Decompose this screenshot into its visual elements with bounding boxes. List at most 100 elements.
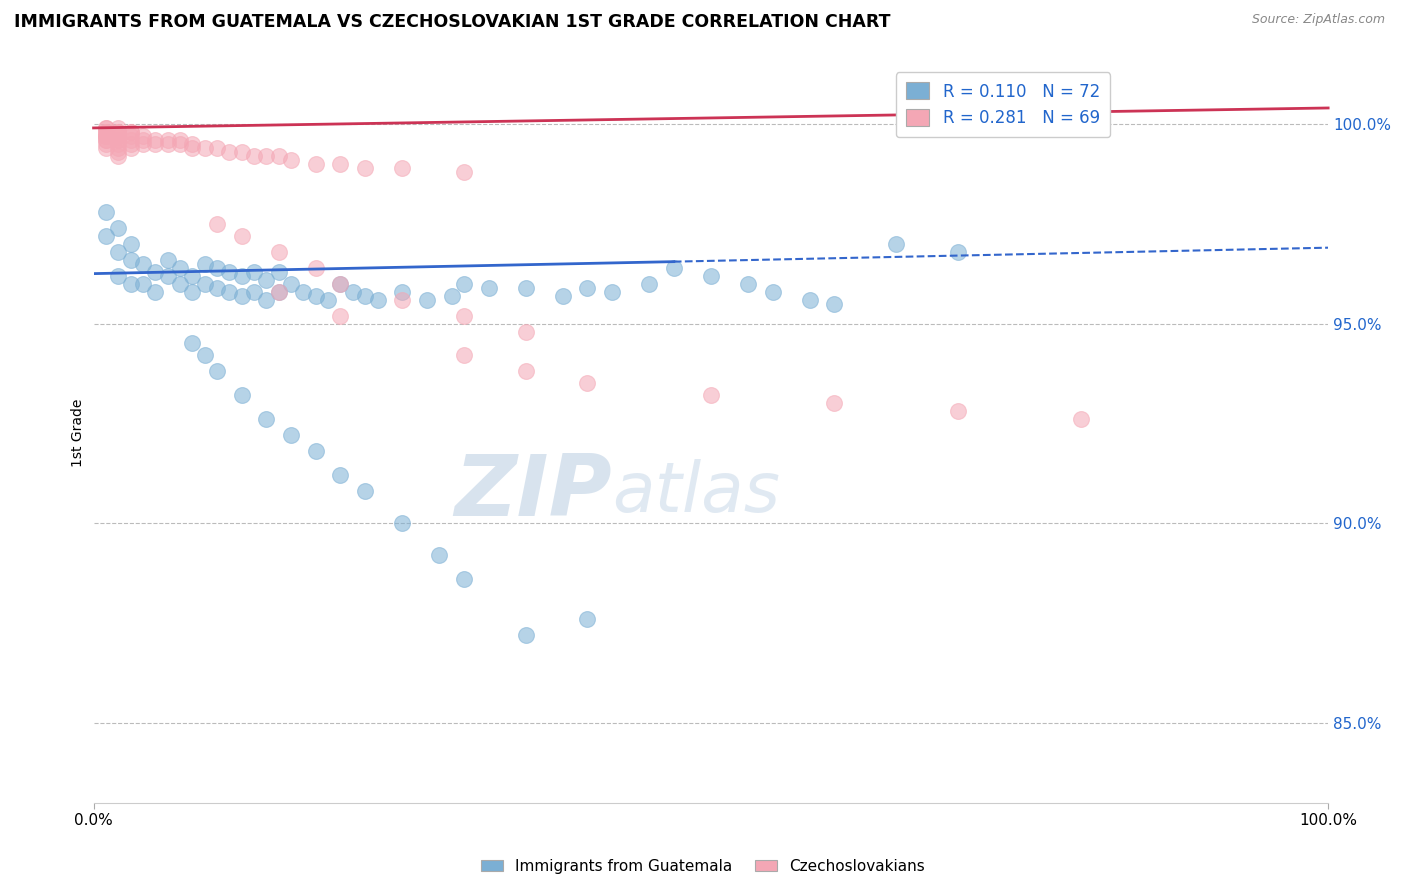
Text: atlas: atlas xyxy=(612,458,780,526)
Point xyxy=(107,128,129,143)
Point xyxy=(181,336,204,351)
Point xyxy=(181,285,204,299)
Point xyxy=(94,128,117,143)
Point xyxy=(205,280,228,294)
Point xyxy=(416,293,439,307)
Point xyxy=(156,268,179,283)
Point xyxy=(453,277,475,291)
Point xyxy=(305,260,328,275)
Point xyxy=(156,252,179,267)
Point xyxy=(107,128,129,143)
Point xyxy=(391,516,413,530)
Point xyxy=(143,285,166,299)
Point xyxy=(292,285,315,299)
Point xyxy=(823,396,845,410)
Point xyxy=(354,484,377,499)
Point xyxy=(132,128,155,143)
Point xyxy=(120,128,142,143)
Point xyxy=(600,285,623,299)
Point xyxy=(1070,412,1092,426)
Text: Source: ZipAtlas.com: Source: ZipAtlas.com xyxy=(1251,13,1385,27)
Point xyxy=(94,125,117,139)
Point xyxy=(254,272,277,286)
Point xyxy=(254,293,277,307)
Point xyxy=(576,612,599,626)
Point xyxy=(194,348,217,362)
Point xyxy=(156,136,179,151)
Point xyxy=(280,428,302,442)
Point xyxy=(107,125,129,139)
Point xyxy=(231,145,253,159)
Point xyxy=(391,293,413,307)
Point xyxy=(218,145,240,159)
Point xyxy=(453,348,475,362)
Point xyxy=(453,309,475,323)
Point xyxy=(515,325,537,339)
Point xyxy=(515,280,537,294)
Point xyxy=(427,548,450,562)
Point xyxy=(169,136,191,151)
Point xyxy=(231,228,253,243)
Point xyxy=(120,136,142,151)
Point xyxy=(143,265,166,279)
Point xyxy=(515,364,537,378)
Point xyxy=(205,260,228,275)
Point xyxy=(107,220,129,235)
Point xyxy=(391,285,413,299)
Legend: R = 0.110   N = 72, R = 0.281   N = 69: R = 0.110 N = 72, R = 0.281 N = 69 xyxy=(896,72,1109,137)
Point xyxy=(662,260,685,275)
Point xyxy=(367,293,389,307)
Point xyxy=(218,285,240,299)
Point xyxy=(305,288,328,302)
Point xyxy=(120,125,142,139)
Point xyxy=(143,136,166,151)
Point xyxy=(280,277,302,291)
Point xyxy=(94,228,117,243)
Point xyxy=(884,236,907,251)
Point xyxy=(107,145,129,159)
Point xyxy=(391,161,413,175)
Point xyxy=(354,161,377,175)
Point xyxy=(194,257,217,271)
Point xyxy=(329,277,352,291)
Point xyxy=(132,136,155,151)
Point xyxy=(132,133,155,147)
Text: IMMIGRANTS FROM GUATEMALA VS CZECHOSLOVAKIAN 1ST GRADE CORRELATION CHART: IMMIGRANTS FROM GUATEMALA VS CZECHOSLOVA… xyxy=(14,13,890,31)
Point xyxy=(181,268,204,283)
Point xyxy=(120,125,142,139)
Point xyxy=(132,277,155,291)
Point xyxy=(94,204,117,219)
Point xyxy=(576,376,599,391)
Point xyxy=(342,285,364,299)
Point xyxy=(280,153,302,167)
Point xyxy=(243,149,266,163)
Point xyxy=(254,149,277,163)
Point xyxy=(478,280,501,294)
Point xyxy=(107,136,129,151)
Point xyxy=(94,120,117,135)
Point xyxy=(107,133,129,147)
Point xyxy=(94,133,117,147)
Point xyxy=(305,157,328,171)
Point xyxy=(181,141,204,155)
Point xyxy=(329,277,352,291)
Point xyxy=(181,136,204,151)
Point xyxy=(94,141,117,155)
Point xyxy=(120,277,142,291)
Point xyxy=(329,157,352,171)
Point xyxy=(267,285,290,299)
Point xyxy=(169,133,191,147)
Point xyxy=(231,288,253,302)
Y-axis label: 1st Grade: 1st Grade xyxy=(72,399,86,467)
Point xyxy=(107,149,129,163)
Point xyxy=(946,404,969,418)
Point xyxy=(94,128,117,143)
Point xyxy=(551,288,574,302)
Point xyxy=(205,217,228,231)
Point xyxy=(638,277,661,291)
Point xyxy=(107,120,129,135)
Point xyxy=(120,141,142,155)
Point xyxy=(194,277,217,291)
Point xyxy=(156,133,179,147)
Point xyxy=(107,244,129,259)
